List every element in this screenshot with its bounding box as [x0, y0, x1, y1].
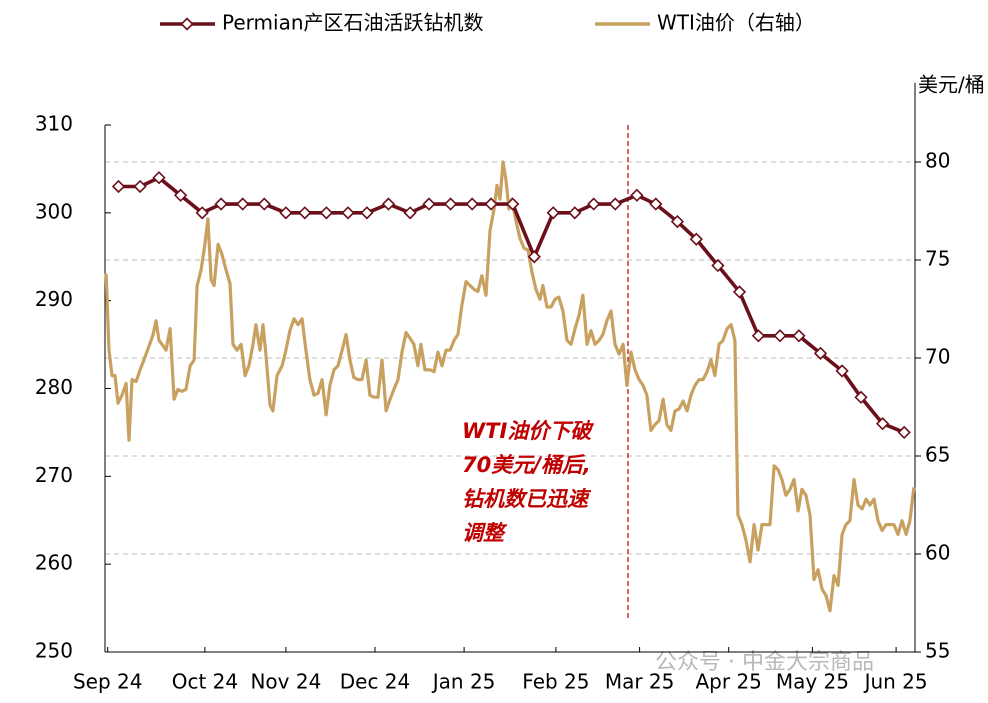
series-marker: [484, 197, 498, 211]
y-tick-label: 250: [35, 639, 73, 663]
y-tick-label: 270: [35, 463, 73, 487]
series-marker: [443, 197, 458, 211]
series-marker: [649, 197, 663, 211]
series-marker: [732, 285, 747, 299]
annotation-text: 70美元/桶后,: [462, 453, 591, 477]
series-marker: [279, 206, 293, 220]
x-tick-label: Dec 24: [340, 670, 411, 694]
series-marker: [381, 197, 396, 211]
x-tick-label: Sep 24: [73, 670, 143, 694]
watermark: 公众号 · 中金大宗商品: [655, 650, 874, 675]
y2-unit-label: 美元/桶: [918, 73, 985, 97]
series-marker: [257, 197, 271, 211]
y-tick-label: 300: [35, 199, 73, 223]
series-marker: [214, 197, 228, 211]
x-tick-label: Nov 24: [250, 670, 321, 694]
series-marker: [173, 188, 188, 202]
series-marker: [751, 329, 766, 343]
series-marker: [854, 390, 868, 404]
x-tick-label: Oct 24: [172, 670, 238, 694]
series-marker: [403, 206, 417, 220]
series-marker: [608, 197, 622, 211]
x-tick-label: Apr 25: [695, 670, 761, 694]
series-marker: [546, 206, 560, 220]
series-line: [118, 175, 905, 435]
series-marker: [835, 364, 849, 378]
series-marker: [630, 188, 644, 202]
series-marker: [341, 206, 355, 220]
series-line: [104, 160, 916, 613]
series-marker: [236, 197, 250, 211]
x-tick-label: May 25: [776, 670, 849, 694]
series-marker: [111, 179, 126, 194]
y-tick-label: 260: [35, 551, 73, 575]
y-tick-label: 310: [35, 112, 73, 136]
series-marker: [773, 329, 787, 343]
y2-tick-label: 70: [925, 345, 950, 369]
legend-label: WTI油价（右轴）: [657, 11, 815, 35]
series-marker: [506, 197, 520, 211]
series-marker: [792, 329, 806, 343]
x-tick-label: Jan 25: [431, 670, 496, 694]
series-marker: [465, 197, 479, 211]
series-marker: [152, 171, 166, 185]
y2-tick-label: 80: [925, 149, 950, 173]
y2-tick-label: 60: [925, 541, 950, 565]
series-marker: [195, 206, 209, 220]
series-marker: [711, 258, 725, 273]
x-tick-label: Mar 25: [605, 670, 675, 694]
legend-label: Permian产区石油活跃钻机数: [222, 11, 484, 35]
legend-marker: [180, 17, 194, 31]
annotation-text: 钻机数已迅速: [462, 487, 592, 511]
series-marker: [897, 425, 911, 440]
series-marker: [319, 206, 334, 220]
series-marker: [360, 206, 374, 220]
y-tick-label: 280: [35, 375, 73, 399]
annotation-text: WTI油价下破: [462, 419, 594, 443]
series-marker: [133, 179, 147, 194]
annotation-text: 调整: [462, 521, 508, 545]
series-marker: [587, 197, 601, 211]
series-marker: [875, 417, 890, 431]
x-tick-label: Jun 25: [863, 670, 928, 694]
x-tick-label: Feb 25: [522, 670, 589, 694]
series-marker: [568, 206, 582, 220]
series-marker: [670, 214, 685, 229]
y2-tick-label: 55: [925, 639, 950, 663]
y2-tick-label: 65: [925, 443, 950, 467]
series-marker: [422, 197, 436, 211]
y2-tick-label: 75: [925, 247, 950, 271]
series-marker: [813, 346, 828, 360]
series-marker: [298, 206, 312, 220]
series-marker: [527, 250, 541, 264]
series-marker: [689, 232, 703, 246]
y-tick-label: 290: [35, 287, 73, 311]
